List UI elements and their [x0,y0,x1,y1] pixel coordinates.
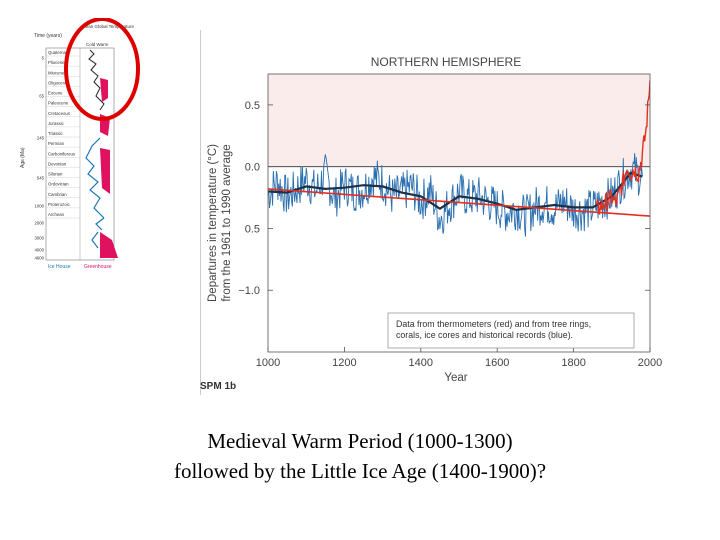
geo-period-label: Quaternary [48,50,70,55]
geo-header-left: Time (years) [34,33,62,39]
geo-y-label: Age (Ma) [20,147,26,168]
y-tick-label: 0.0 [245,162,260,174]
smoothed-series-line [268,171,643,212]
geo-period-list: Quaternary Pliocene Miocene Oligocene Eocene… [46,50,80,219]
y-axis-label-line-1: Departures in temperature (°C) [207,144,219,302]
legend-text: Data from thermometers (red) and from tr… [396,319,594,340]
geo-greenhouse-fill-4 [100,232,118,258]
geo-greenhouse-fill-1 [100,78,108,102]
x-tick-label: 1400 [409,357,433,369]
chart-frame-line [200,30,201,395]
geo-period-label: Ordovician [48,182,69,187]
legend-line-2: corals, ice cores and historical records… [396,330,573,340]
geo-header-right: Mean Global Temperature [82,24,134,29]
geo-tick-label: 545 [37,176,45,181]
geo-period-label: Eocene [48,91,63,96]
linear-trend-line [268,188,650,217]
geo-icehouse-curve-2 [91,231,99,249]
x-tick-label: 1600 [485,357,509,369]
geo-period-label: Paleocene [48,101,69,106]
geo-temperature-curve-recent [88,49,105,111]
geo-greenhouse-fill-3 [100,148,110,194]
x-tick-label: 2000 [638,357,662,369]
geo-period-label: Cretaceous [48,111,70,116]
slide-caption: Medieval Warm Period (1000-1300) followe… [90,426,630,486]
geo-period-label: Oligocene [48,80,68,85]
geo-legend-icehouse: Ice House [48,264,71,270]
geo-tick-label: 1000 [34,204,44,209]
geo-tick-label: 2000 [34,221,44,226]
chart-title: NORTHERN HEMISPHERE [371,55,521,69]
geo-tick-label: 4600 [34,256,44,261]
geo-legend-greenhouse: Greenhouse [84,264,112,270]
legend-line-1: Data from thermometers (red) and from tr… [396,319,591,329]
y-tick-label: 0.5 [245,223,260,235]
geo-period-label: Archean [48,212,65,217]
geo-period-label: Pliocene [48,60,65,65]
geo-tick-label: 5 [42,56,45,61]
geo-tick-label: 4000 [34,248,44,253]
geo-period-label: Cambrian [48,192,67,197]
geo-period-label: Proterozoic [48,202,71,207]
geo-tick-label: 245 [37,136,45,141]
geo-icehouse-curve-1 [95,217,105,231]
series-layer [268,80,650,237]
geo-tick-list: 5 65 245 545 1000 2000 3000 4000 4600 [34,56,44,261]
x-tick-label: 1000 [256,357,280,369]
geo-tick-label: 65 [39,94,44,99]
geologic-temperature-panel: Time (years) Mean Global Temperature Col… [20,18,140,270]
figure-label: SPM 1b [200,381,236,392]
caption-line-1: Medieval Warm Period (1000-1300) [207,429,513,453]
geo-period-label: Carboniferous [48,151,75,156]
highlight-circle [64,18,140,121]
y-tick-label: −1.0 [238,285,260,297]
geo-period-label: Devonian [48,161,67,166]
x-axis-label: Year [444,372,467,384]
geo-period-label: Miocene [48,70,65,75]
northern-hemisphere-chart: 1000 1200 1400 1600 1800 2000 0.5 0.0 0.5 −1.0 N… [200,30,662,395]
y-axis-label-line-2: from the 1961 to 1990 average [221,144,233,301]
plot-frame [267,73,651,353]
geo-period-label: Silurian [48,172,63,177]
warm-band [268,74,650,167]
y-tick-label: 0.5 [245,100,260,112]
geo-period-label: Triassic [48,131,63,136]
y-tick-group: 0.5 0.0 0.5 −1.0 [238,100,650,297]
geo-subheader: Cold Warm [86,42,109,47]
x-tick-label: 1800 [561,357,585,369]
geo-tick-label: 3000 [34,236,44,241]
x-tick-group: 1000 1200 1400 1600 1800 2000 [256,347,662,369]
x-tick-label: 1200 [332,357,356,369]
legend-box [387,312,635,349]
thermometer-series-line [595,80,650,216]
caption-line-2: followed by the Little Ice Age (1400-190… [173,459,547,483]
geo-period-label: Jurassic [48,121,65,126]
geo-period-label: Permian [48,141,65,146]
geo-temperature-curve-paleozoic [85,137,105,219]
